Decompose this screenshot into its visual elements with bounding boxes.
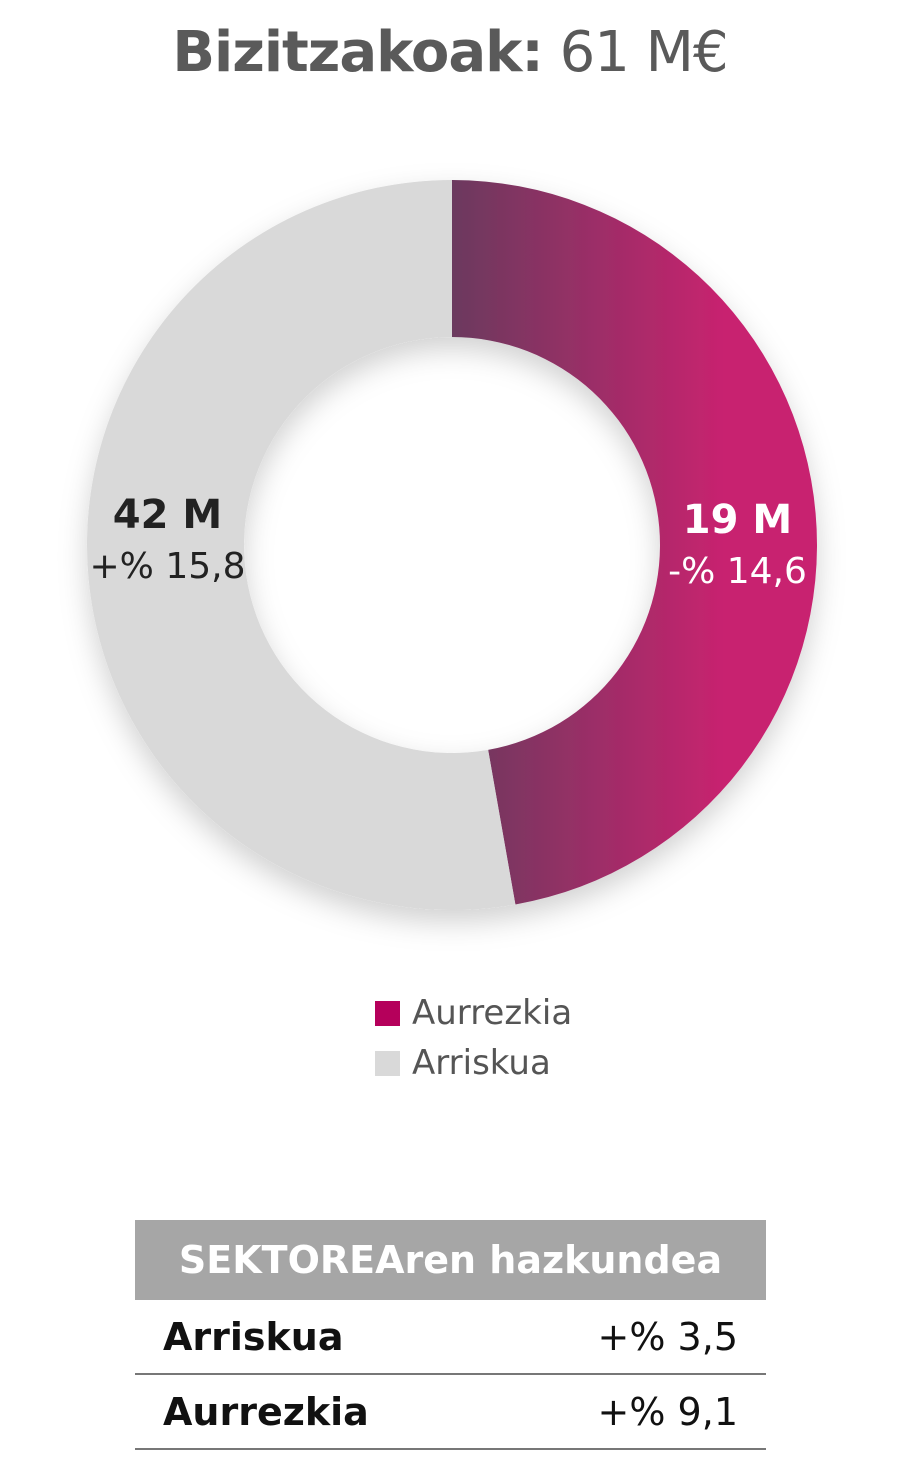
table-header: SEKTOREAren hazkundea — [135, 1220, 766, 1300]
aurrezkia-value-label: 19 M — [682, 497, 793, 543]
row-value: +% 9,1 — [597, 1389, 738, 1434]
legend-item-aurrezkia: Aurrezkia — [375, 988, 572, 1038]
row-name: Arriskua — [163, 1314, 344, 1359]
slice-aurrezkia — [452, 180, 818, 905]
chart-title: Bizitzakoak: 61 M€ — [0, 20, 900, 85]
legend-swatch — [375, 1050, 400, 1076]
row-value: +% 3,5 — [597, 1314, 738, 1359]
row-name: Aurrezkia — [163, 1389, 369, 1434]
title-value: 61 M€ — [559, 20, 729, 85]
sector-growth-table: SEKTOREAren hazkundea Arriskua +% 3,5 Au… — [135, 1220, 766, 1450]
title-label: Bizitzakoak: — [172, 20, 543, 85]
legend-item-arriskua: Arriskua — [375, 1038, 572, 1088]
legend-label: Aurrezkia — [412, 993, 573, 1033]
legend: Aurrezkia Arriskua — [375, 988, 572, 1088]
aurrezkia-change-label: -% 14,6 — [668, 551, 807, 592]
table-row: Aurrezkia +% 9,1 — [135, 1375, 766, 1450]
aurrezkia-slice-label: 19 M -% 14,6 — [655, 500, 820, 590]
table-row: Arriskua +% 3,5 — [135, 1300, 766, 1375]
arriskua-slice-label: 42 M +% 15,8 — [80, 495, 255, 585]
legend-label: Arriskua — [412, 1043, 551, 1083]
donut-chart — [87, 180, 818, 910]
arriskua-value-label: 42 M — [112, 492, 223, 538]
legend-swatch — [375, 1000, 400, 1026]
slice-arriskua — [87, 180, 516, 910]
arriskua-change-label: +% 15,8 — [89, 546, 246, 587]
